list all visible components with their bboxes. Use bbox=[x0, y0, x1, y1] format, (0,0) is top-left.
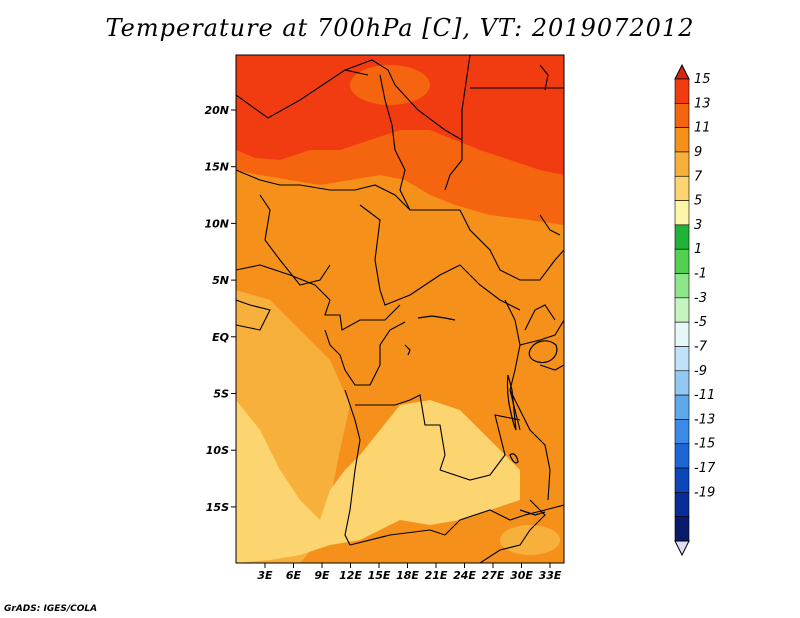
credit-text: GrADS: IGES/COLA bbox=[4, 604, 98, 614]
field-patch bbox=[380, 435, 460, 485]
colorbar-label: -15 bbox=[694, 437, 715, 452]
colorbar-segment bbox=[674, 419, 690, 445]
map-frame bbox=[235, 54, 565, 564]
field-patch bbox=[500, 525, 560, 555]
colorbar-segment bbox=[674, 224, 690, 250]
lat-label: 20N bbox=[204, 104, 229, 117]
colorbar-label: -7 bbox=[694, 339, 708, 354]
lon-label: 21E bbox=[425, 569, 448, 582]
colorbar-segment bbox=[674, 394, 690, 420]
lat-label: 5N bbox=[212, 274, 229, 287]
colorbar-label: -17 bbox=[694, 461, 716, 476]
colorbar-label: 3 bbox=[694, 218, 702, 233]
colorbar-label: 5 bbox=[694, 194, 702, 209]
field-patch bbox=[236, 490, 280, 530]
colorbar-segment bbox=[674, 467, 690, 493]
lon-label: 9E bbox=[314, 569, 330, 582]
country-borders bbox=[236, 55, 564, 563]
colorbar-segment bbox=[674, 297, 690, 323]
lat-label: 15N bbox=[204, 161, 229, 174]
colorbar-label: 9 bbox=[694, 145, 702, 160]
lat-label: 15S bbox=[206, 501, 229, 514]
colorbar-bottom-arrow bbox=[674, 540, 690, 557]
map-title: Temperature at 700hPa [C], VT: 201907201… bbox=[105, 14, 695, 42]
colorbar-label: 7 bbox=[694, 169, 703, 184]
field-patch bbox=[350, 65, 430, 105]
colorbar-label: -9 bbox=[694, 364, 707, 379]
lon-label: 6E bbox=[286, 569, 302, 582]
colorbar-label: -1 bbox=[694, 267, 707, 282]
colorbar-segment bbox=[674, 492, 690, 517]
colorbar-label: -13 bbox=[694, 412, 715, 427]
lon-label: 27E bbox=[482, 569, 505, 582]
colorbar-label: 15 bbox=[694, 72, 711, 87]
colorbar-segment bbox=[674, 321, 690, 347]
lon-label: 3E bbox=[257, 569, 273, 582]
lat-label: 10N bbox=[204, 217, 229, 230]
colorbar-segment bbox=[674, 370, 690, 396]
colorbar-segment bbox=[674, 175, 690, 201]
colorbar-segment bbox=[674, 516, 690, 542]
colorbar-segment bbox=[674, 248, 690, 274]
lon-label: 33E bbox=[539, 569, 562, 582]
colorbar-segment bbox=[674, 346, 690, 372]
temperature-field bbox=[236, 55, 564, 563]
lon-label: 18E bbox=[396, 569, 419, 582]
lon-label: 30E bbox=[510, 569, 533, 582]
lon-label: 12E bbox=[339, 569, 362, 582]
latitude-axis: 20N 15N 10N 5N EQ 5S 10S 15S bbox=[204, 104, 236, 514]
lat-label: EQ bbox=[212, 331, 229, 344]
lon-label: 24E bbox=[453, 569, 476, 582]
colorbar-label: -11 bbox=[694, 388, 715, 403]
field-central-band bbox=[236, 170, 564, 450]
colorbar-segment bbox=[674, 103, 690, 128]
colorbar-segment bbox=[674, 273, 690, 299]
colorbar-segment bbox=[674, 200, 690, 226]
lakes bbox=[404, 315, 558, 516]
colorbar-segment bbox=[674, 151, 690, 177]
colorbar-label: -19 bbox=[694, 485, 715, 500]
colorbar-label: 13 bbox=[694, 96, 711, 111]
colorbar-segment bbox=[674, 443, 690, 469]
colorbar-segment bbox=[674, 78, 690, 104]
lon-label: 15E bbox=[368, 569, 391, 582]
lat-label: 10S bbox=[206, 444, 229, 457]
colorbar-label: 11 bbox=[694, 121, 711, 136]
colorbar-label: -5 bbox=[694, 315, 707, 330]
colorbar-segment bbox=[674, 127, 690, 153]
field-south-pale bbox=[236, 400, 520, 563]
longitude-axis: 3E 6E 9E 12E 15E 18E 21E 24E 27E 30E 33E bbox=[257, 563, 562, 582]
lat-label: 5S bbox=[213, 388, 229, 401]
colorbar-label: 1 bbox=[694, 242, 702, 257]
colorbar: 15 13 11 9 7 5 3 1 -1 -3 -5 -7 -9 -11 -13 -15 -17 -19 bbox=[674, 63, 716, 557]
colorbar-top-arrow bbox=[674, 63, 690, 80]
field-patch bbox=[480, 60, 560, 100]
colorbar-label: -3 bbox=[694, 291, 707, 306]
field-patch bbox=[236, 55, 325, 105]
